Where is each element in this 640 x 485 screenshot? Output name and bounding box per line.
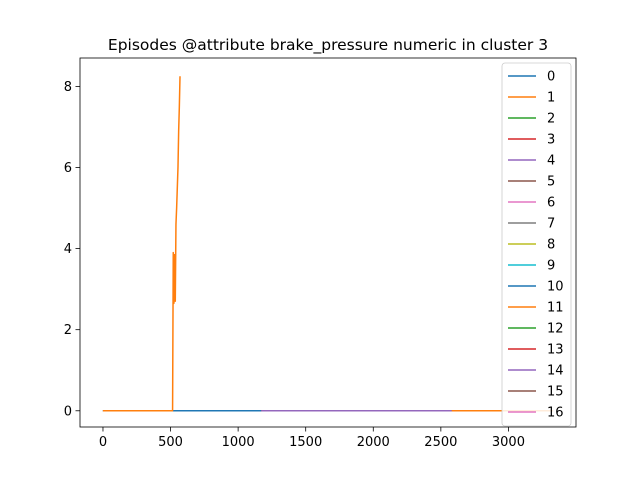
legend-label-6: 6 [547, 196, 555, 211]
y-tick-label: 6 [64, 161, 72, 176]
y-tick-label: 0 [64, 404, 72, 419]
x-tick-label: 0 [99, 435, 107, 450]
legend-label-14: 14 [547, 364, 564, 379]
legend-label-15: 15 [547, 385, 564, 400]
legend-label-4: 4 [547, 154, 555, 169]
legend-label-8: 8 [547, 238, 555, 253]
y-tick-label: 2 [64, 323, 72, 338]
x-tick-label: 1500 [289, 435, 322, 450]
x-tick-label: 2000 [357, 435, 390, 450]
legend-label-3: 3 [547, 133, 555, 148]
x-tick-label: 3000 [492, 435, 525, 450]
legend-label-16: 16 [547, 406, 564, 421]
x-axis: 0 500 1000 1500 2000 2500 3000 [99, 427, 525, 450]
legend-label-13: 13 [547, 343, 564, 358]
legend-label-1: 1 [547, 91, 555, 106]
x-tick-label: 2500 [424, 435, 457, 450]
legend-label-12: 12 [547, 322, 564, 337]
series-line-1 [102, 76, 181, 412]
legend-label-0: 0 [547, 70, 555, 85]
y-axis: 0 2 4 6 8 [64, 80, 80, 419]
legend-label-2: 2 [547, 112, 555, 127]
y-tick-label: 4 [64, 242, 72, 257]
plot-frame [79, 57, 577, 428]
plot-lines [102, 76, 554, 412]
legend-label-9: 9 [547, 259, 555, 274]
chart-title: Episodes @attribute brake_pressure numer… [108, 36, 548, 55]
x-tick-label: 500 [158, 435, 183, 450]
legend-label-5: 5 [547, 175, 555, 190]
legend-label-11: 11 [547, 301, 564, 316]
legend-label-10: 10 [547, 280, 564, 295]
y-tick-label: 8 [64, 80, 72, 95]
x-tick-label: 1000 [222, 435, 255, 450]
legend-box [501, 62, 572, 427]
legend-label-7: 7 [547, 217, 555, 232]
